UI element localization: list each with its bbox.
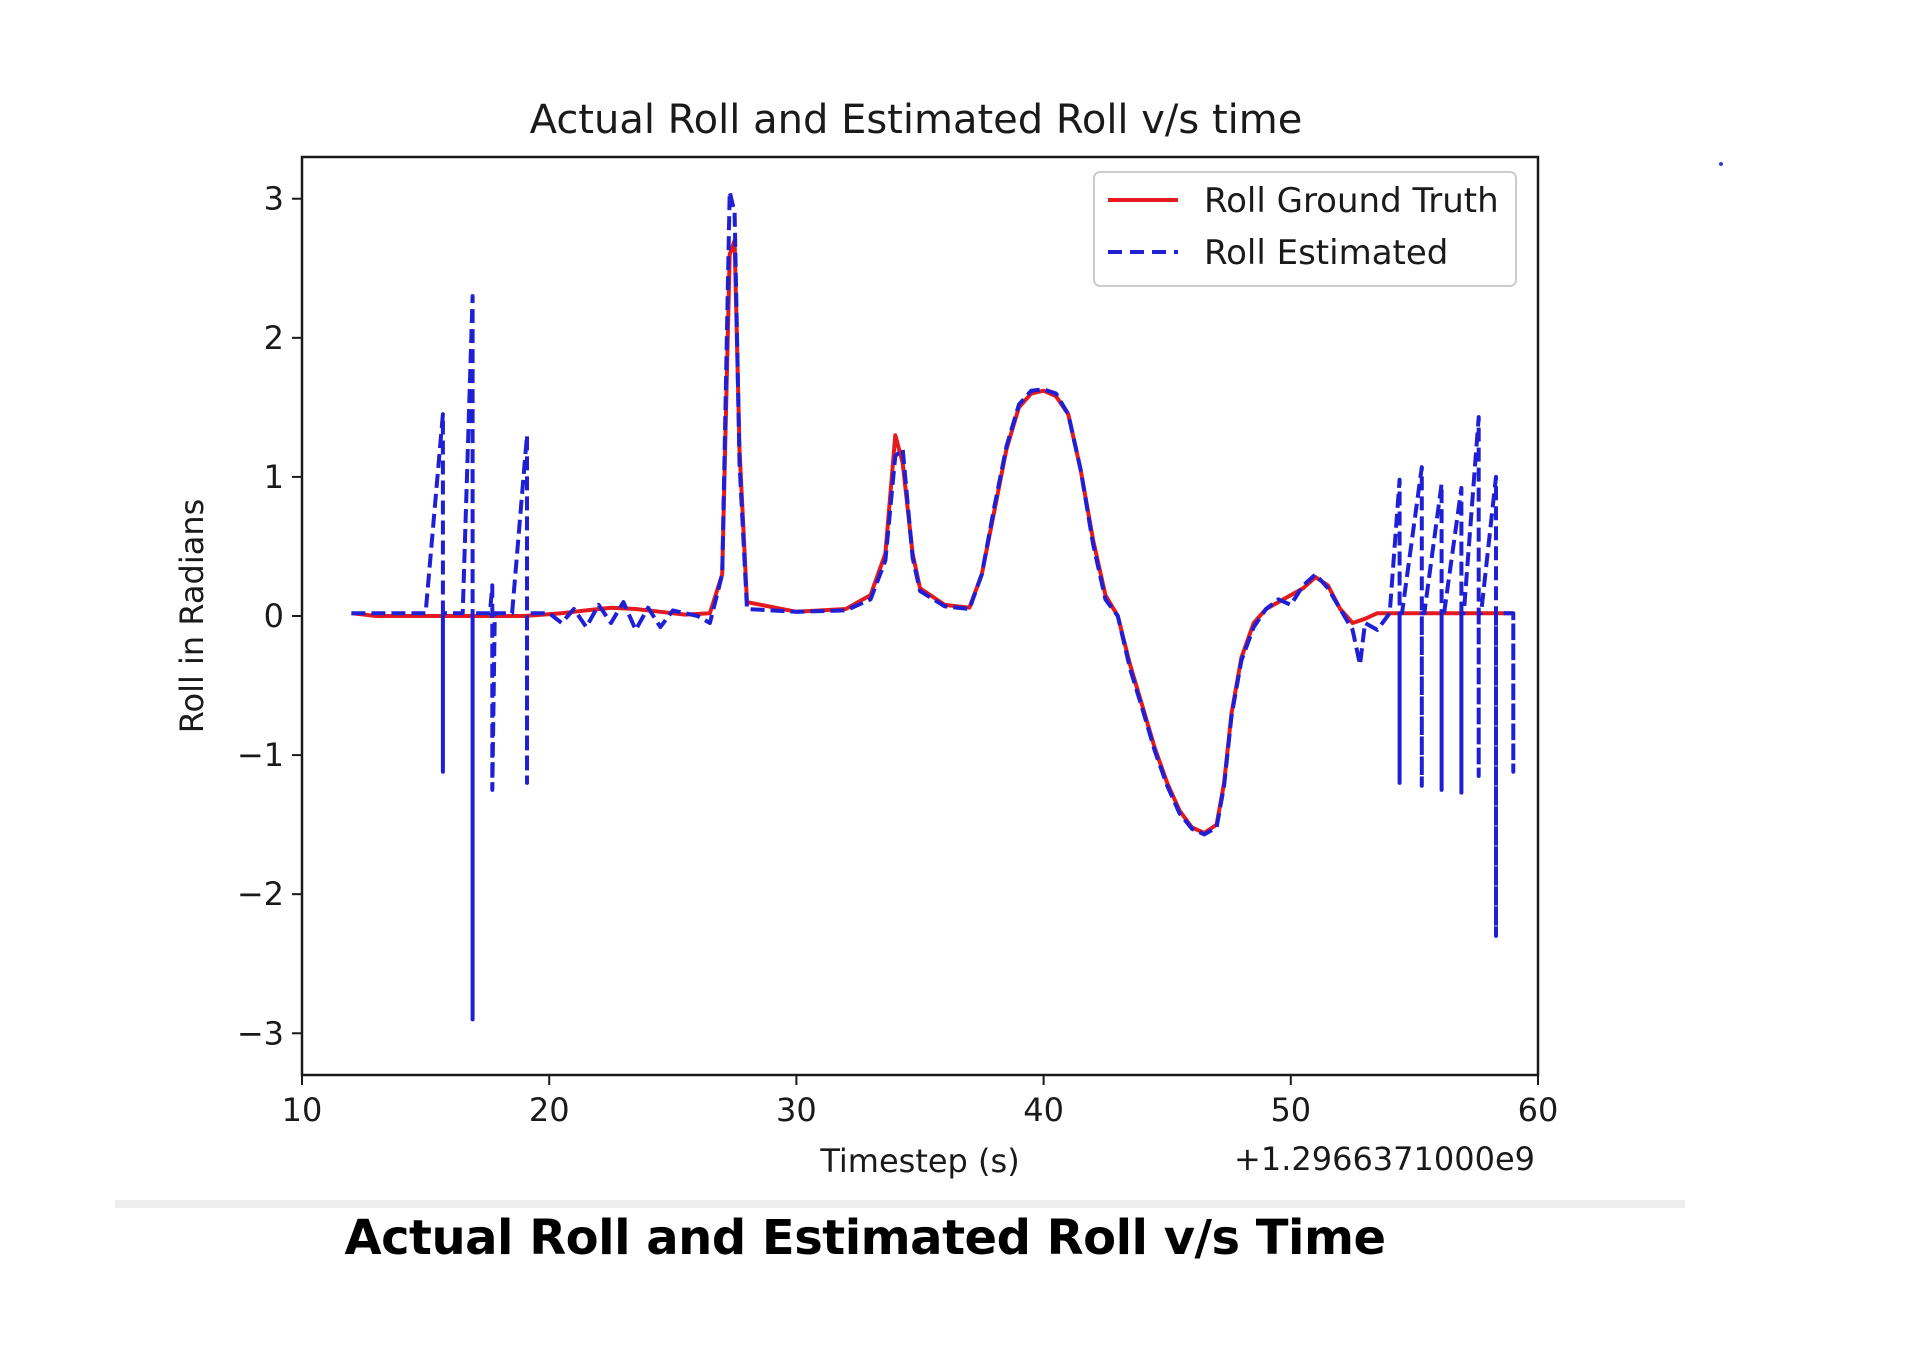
y-tick-label: −2 bbox=[237, 875, 284, 913]
caption-divider bbox=[115, 1200, 1685, 1208]
y-tick-label: 2 bbox=[264, 319, 284, 357]
y-tick-label: 0 bbox=[264, 597, 284, 635]
x-tick-label: 60 bbox=[1518, 1091, 1559, 1129]
y-tick-label: 1 bbox=[264, 458, 284, 496]
y-tick-label: −3 bbox=[237, 1014, 284, 1052]
x-tick-label: 50 bbox=[1270, 1091, 1311, 1129]
figure-caption: Actual Roll and Estimated Roll v/s Time bbox=[344, 1210, 1386, 1266]
roll-estimated-line bbox=[351, 189, 1516, 1022]
stray-dot-mark bbox=[1719, 162, 1723, 166]
legend-box bbox=[1093, 171, 1517, 287]
x-tick-label: 30 bbox=[776, 1091, 817, 1129]
y-tick-label: 3 bbox=[264, 180, 284, 218]
y-axis: −3 −2 −1 0 1 2 3 bbox=[237, 180, 302, 1052]
legend-estimated-label: Roll Estimated bbox=[1204, 233, 1448, 273]
x-axis: 10 20 30 40 50 60 bbox=[282, 1075, 1559, 1129]
x-tick-label: 20 bbox=[529, 1091, 570, 1129]
chart-title: Actual Roll and Estimated Roll v/s time bbox=[530, 97, 1303, 143]
legend: Roll Ground Truth Roll Estimated bbox=[1093, 171, 1517, 287]
y-tick-label: −1 bbox=[237, 736, 284, 774]
plot-area bbox=[351, 189, 1516, 1022]
legend-ground-truth-label: Roll Ground Truth bbox=[1204, 181, 1499, 221]
x-axis-label: Timestep (s) bbox=[819, 1142, 1019, 1180]
x-tick-label: 10 bbox=[282, 1091, 323, 1129]
y-axis-label: Roll in Radians bbox=[173, 499, 211, 734]
x-tick-label: 40 bbox=[1023, 1091, 1064, 1129]
x-axis-offset-label: +1.2966371000e9 bbox=[1234, 1140, 1535, 1178]
